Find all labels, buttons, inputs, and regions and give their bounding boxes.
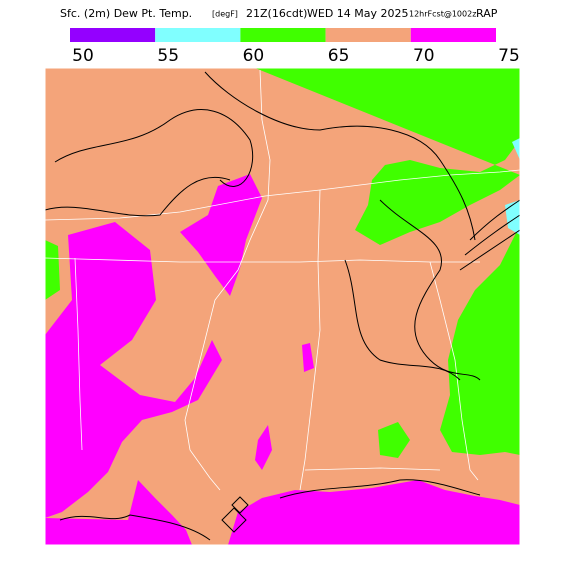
state-border [304, 467, 441, 471]
cyan-area [505, 200, 520, 235]
magenta-area [302, 343, 314, 372]
colorbar-label: 60 [243, 46, 265, 66]
colorbar-label: 50 [72, 46, 94, 66]
title-units: [degF] [212, 10, 238, 19]
state-border [184, 69, 271, 491]
magenta-area [255, 425, 272, 470]
contours [44, 71, 521, 541]
map [44, 67, 521, 546]
colorbar-bin [240, 28, 326, 42]
cyan-area [512, 138, 520, 160]
title-model: RAP [476, 7, 498, 20]
green-area [440, 225, 520, 455]
state-border [299, 189, 321, 491]
title-valid-time: 21Z(16cdt) [246, 7, 307, 20]
contour [344, 259, 461, 381]
contour [379, 199, 481, 381]
colorbar-label: 70 [413, 46, 435, 66]
magenta-area [45, 480, 192, 545]
title-forecast: 12hrFcst@1002z [409, 10, 476, 19]
magenta-area [180, 174, 262, 296]
title-field: Sfc. (2m) Dew Pt. Temp. [60, 7, 192, 20]
magenta-area [45, 222, 222, 518]
green-area [255, 68, 520, 245]
green-area [378, 422, 410, 458]
colorbar-label: 75 [498, 46, 520, 66]
green-area [45, 240, 60, 300]
colorbar-bin [325, 28, 411, 42]
state-border [74, 257, 83, 451]
colorbar-label: 65 [328, 46, 350, 66]
colorbar-label: 55 [157, 46, 179, 66]
map-frame [44, 67, 521, 546]
colorbar: 50 55 60 65 70 75 [70, 28, 520, 66]
contour [204, 71, 476, 241]
magenta-area [228, 480, 520, 545]
state-border [429, 261, 479, 481]
title: Sfc. (2m) Dew Pt. Temp. [degF] 21Z(16cdt… [60, 7, 498, 20]
contour [279, 479, 481, 499]
title-date: WED 14 May 2025 [307, 7, 409, 20]
colorbar-bin [410, 28, 496, 42]
colorbar-bin [70, 28, 156, 42]
colorbar-bin [155, 28, 241, 42]
contour [221, 496, 249, 533]
contour [54, 109, 254, 187]
contour [59, 514, 211, 541]
contour [459, 199, 521, 271]
contour [44, 176, 231, 217]
